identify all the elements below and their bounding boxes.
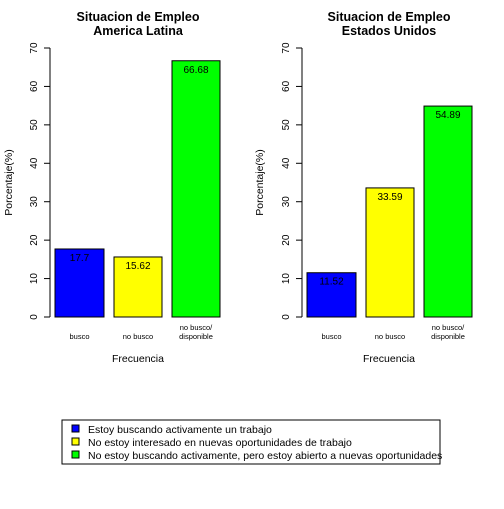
legend-swatch — [72, 425, 79, 432]
bar — [172, 61, 220, 317]
y-tick-label: 60 — [29, 80, 40, 92]
category-label: no busco — [375, 332, 405, 341]
x-axis-title: Frecuencia — [112, 353, 164, 365]
legend-label: No estoy buscando activamente, pero esto… — [88, 450, 442, 462]
bar — [424, 106, 472, 317]
category-label: busco — [321, 332, 341, 341]
y-tick-label: 40 — [29, 157, 40, 169]
y-tick-label: 0 — [281, 314, 292, 320]
y-tick-label: 50 — [29, 119, 40, 131]
legend-label: No estoy interesado en nuevas oportunida… — [88, 437, 352, 449]
bar-value-label: 15.62 — [125, 261, 150, 272]
legend-swatch — [72, 438, 79, 445]
chart-title-line: Estados Unidos — [342, 24, 437, 38]
bar-value-label: 66.68 — [183, 65, 208, 76]
bar-value-label: 17.7 — [70, 253, 90, 264]
chart-title-line: Situacion de Empleo — [328, 10, 451, 24]
category-label: no busco/ — [432, 323, 465, 332]
y-tick-label: 0 — [29, 314, 40, 320]
y-axis-title: Porcentaje(%) — [3, 149, 15, 216]
y-tick-label: 30 — [281, 196, 292, 208]
category-label: busco — [69, 332, 89, 341]
y-tick-label: 40 — [281, 157, 292, 169]
category-label: disponible — [431, 332, 465, 341]
legend-label: Estoy buscando activamente un trabajo — [88, 424, 272, 436]
y-tick-label: 20 — [281, 234, 292, 246]
y-tick-label: 20 — [29, 234, 40, 246]
y-tick-label: 30 — [29, 196, 40, 208]
y-tick-label: 70 — [29, 42, 40, 54]
category-label: no busco/ — [180, 323, 213, 332]
bar-value-label: 54.89 — [435, 110, 460, 121]
bar-value-label: 33.59 — [377, 192, 402, 203]
y-tick-label: 50 — [281, 119, 292, 131]
chart-title-line: America Latina — [93, 24, 184, 38]
x-axis-title: Frecuencia — [363, 353, 415, 365]
y-tick-label: 60 — [281, 80, 292, 92]
bar — [366, 188, 414, 317]
y-tick-label: 10 — [281, 273, 292, 285]
y-axis-title: Porcentaje(%) — [254, 149, 266, 216]
y-tick-label: 10 — [29, 273, 40, 285]
y-tick-label: 70 — [281, 42, 292, 54]
legend-swatch — [72, 451, 79, 458]
category-label: no busco — [123, 332, 153, 341]
bar-value-label: 11.52 — [319, 277, 344, 288]
chart-title-line: Situacion de Empleo — [77, 10, 200, 24]
category-label: disponible — [179, 332, 213, 341]
